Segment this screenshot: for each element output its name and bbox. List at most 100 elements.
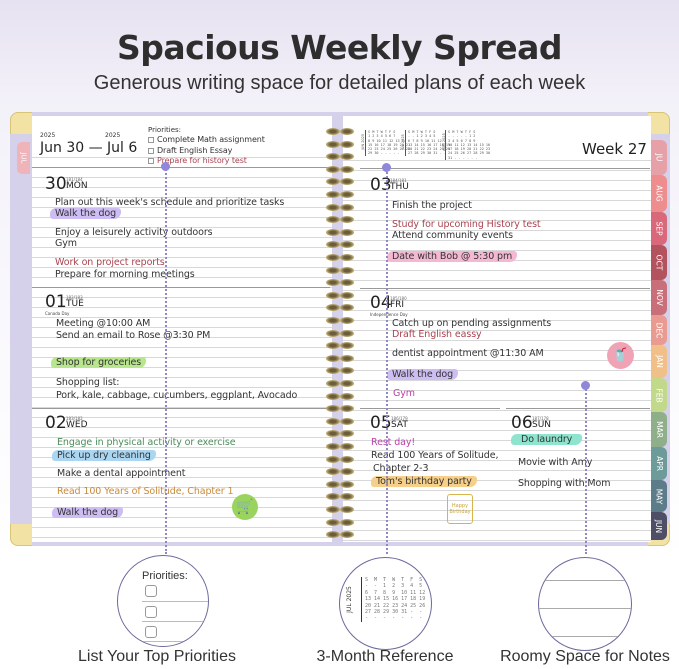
divider [360, 408, 500, 409]
month-tab-label: DEC [654, 322, 664, 338]
checkbox[interactable] [148, 157, 154, 164]
spiral-ring [340, 153, 354, 161]
entry-highlighted: Walk the dog [52, 507, 124, 518]
entry: Chapter 2-3 [373, 463, 429, 474]
priority-item[interactable]: Draft English Essay [148, 146, 232, 155]
spiral-ring [326, 140, 340, 148]
checkbox[interactable] [148, 147, 154, 154]
spiral-ring [340, 128, 354, 135]
day-number: 30 [45, 174, 67, 194]
spiral-ring [326, 392, 340, 400]
month-tab-label: FEB [654, 387, 664, 403]
priorities-label: Priorities: [148, 126, 182, 134]
callout-caption: List Your Top Priorities [77, 648, 236, 665]
corner-protector [648, 112, 670, 134]
checkbox [145, 606, 157, 618]
priority-item[interactable]: Prepare for history test [148, 156, 247, 165]
month-tab-oct[interactable]: OCT [651, 245, 667, 280]
spiral-ring [326, 254, 340, 261]
entry-highlighted: Shop for groceries [51, 357, 147, 368]
calendar-row: 17 18 19 20 21 22 23 [448, 147, 491, 152]
spiral-ring [326, 165, 340, 173]
calendar-row: 6 7 8 9 10 11 12 [408, 138, 442, 143]
cover-tab-jul[interactable]: JUL [17, 142, 30, 174]
month-tab-may[interactable]: MAY [651, 480, 667, 512]
month-tab-label: OCT [654, 254, 664, 271]
spiral-ring [340, 430, 354, 438]
calendar-row: - - - - - 1 2 [448, 134, 476, 139]
day-of-year: 183/182 [66, 416, 83, 421]
month-tab-apr[interactable]: APR [651, 447, 667, 480]
spiral-ring [340, 241, 354, 249]
spiral-ring [326, 493, 340, 501]
entry: Study for upcoming History test [392, 219, 541, 230]
spiral-ring [340, 417, 354, 425]
spiral-ring [340, 203, 354, 211]
callout-priorities-zoom: Priorities: [117, 555, 209, 647]
callout-caption: 3-Month Reference [316, 648, 454, 665]
spiral-ring [326, 304, 340, 312]
month-tab-feb[interactable]: FEB [651, 378, 667, 412]
entry-highlighted: Do laundry [511, 434, 583, 445]
entry-highlighted: Pick up dry cleaning [52, 450, 156, 461]
day-of-week: MON [66, 181, 88, 191]
calendar-row: 20 21 22 23 24 25 26 [365, 602, 426, 609]
day-of-week: TUE [66, 299, 84, 309]
month-tab-jun[interactable]: JUN [651, 512, 667, 540]
calendar-row: 13 14 15 16 17 18 19 [365, 596, 426, 603]
priority-item[interactable]: Complete Math assignment [148, 135, 265, 144]
month-tab-nov[interactable]: NOV [651, 280, 667, 315]
spiral-ring [340, 392, 354, 400]
spiral-ring [340, 216, 354, 224]
spiral-ring [326, 291, 340, 299]
month-tab-ju[interactable]: JU [651, 140, 667, 175]
year-start: 2025 [40, 132, 56, 139]
calendar-row: 1 2 3 4 5 6 7 [368, 134, 396, 139]
callout-leader-line [585, 386, 587, 554]
calendar-row: 8 9 10 11 12 13 14 [368, 138, 406, 143]
callout-dot [382, 163, 391, 172]
spiral-ring [326, 279, 340, 287]
day-of-week: FRI [390, 300, 405, 310]
checkbox[interactable] [148, 136, 154, 143]
checkbox [145, 626, 157, 638]
priorities-label: Priorities: [142, 570, 188, 582]
spiral-ring [326, 191, 340, 198]
entry: Shopping with Mom [518, 478, 611, 489]
divider [32, 287, 330, 288]
month-tab-jan[interactable]: JAN [651, 345, 667, 378]
spiral-ring [340, 254, 354, 261]
day-of-week: WED [66, 420, 88, 430]
day-of-week: THU [390, 182, 409, 192]
spiral-ring [340, 279, 354, 287]
holiday-label: Independence Day [370, 312, 408, 317]
spiral-ring [326, 506, 340, 513]
calendar-row: 27 28 29 30 31 - - [408, 151, 446, 156]
spiral-ring [340, 165, 354, 173]
month-tab-dec[interactable]: DEC [651, 315, 667, 345]
entry: Movie with Amy [518, 457, 593, 468]
entry: Gym [393, 388, 415, 399]
month-label: JUL 2025 [345, 586, 353, 613]
month-tab-label: JAN [654, 355, 664, 368]
spiral-ring [326, 329, 340, 337]
month-tab-mar[interactable]: MAR [651, 412, 667, 447]
day-of-year: 184/181 [390, 178, 407, 183]
callout-leader-line [386, 168, 388, 554]
divider [360, 288, 650, 289]
spiral-ring [340, 468, 354, 476]
spiral-ring [340, 455, 354, 463]
spiral-ring [340, 140, 354, 148]
spiral-ring [326, 228, 340, 236]
month-tab-aug[interactable]: AUG [651, 175, 667, 212]
entry: Prepare for morning meetings [55, 269, 195, 280]
month-tab-sep[interactable]: SEP [651, 212, 667, 245]
entry: Send an email to Rose @3:30 PM [56, 330, 211, 341]
spiral-ring [326, 430, 340, 438]
calendar-row: 15 16 17 18 19 20 21 [368, 142, 411, 147]
month-tab-label: JU [654, 153, 664, 162]
